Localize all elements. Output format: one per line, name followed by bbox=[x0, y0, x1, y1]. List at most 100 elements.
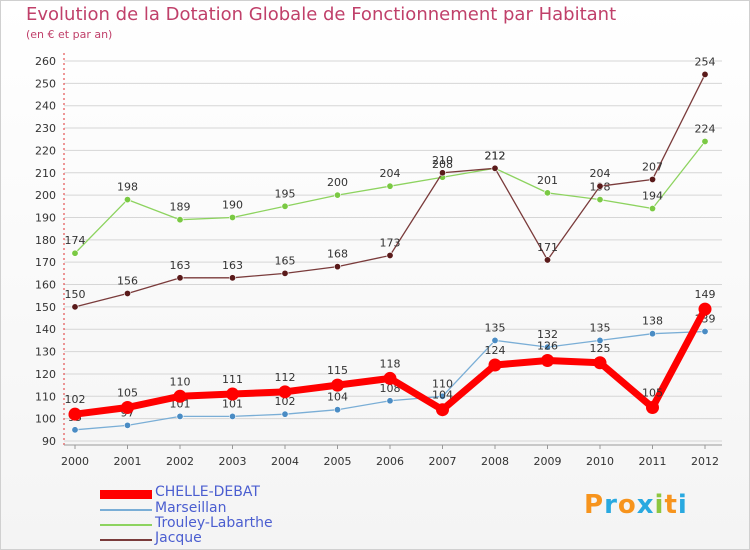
data-label: 254 bbox=[695, 55, 716, 68]
data-point bbox=[281, 202, 289, 210]
y-tick-label: 210 bbox=[35, 167, 56, 180]
x-tick-label: 2006 bbox=[376, 455, 404, 468]
data-label: 174 bbox=[65, 234, 86, 247]
y-tick-label: 150 bbox=[35, 301, 56, 314]
data-point bbox=[68, 407, 82, 421]
legend-label: Trouley-Labarthe bbox=[155, 515, 273, 531]
chart-title: Evolution de la Dotation Globale de Fonc… bbox=[26, 4, 617, 25]
proxiti-logo: Proxiti bbox=[584, 490, 688, 520]
data-label: 110 bbox=[170, 375, 191, 388]
data-label: 224 bbox=[695, 122, 716, 135]
data-label: 198 bbox=[117, 181, 138, 194]
data-label: 189 bbox=[170, 201, 191, 214]
data-label: 212 bbox=[485, 149, 506, 162]
data-point bbox=[124, 289, 132, 297]
y-tick-label: 200 bbox=[35, 189, 56, 202]
data-point bbox=[698, 302, 712, 316]
data-point bbox=[488, 358, 502, 372]
legend-swatch bbox=[100, 509, 152, 511]
data-label: 102 bbox=[275, 395, 296, 408]
x-tick-label: 2000 bbox=[61, 455, 89, 468]
data-label: 104 bbox=[432, 389, 453, 402]
data-point bbox=[71, 303, 79, 311]
data-point bbox=[173, 389, 187, 403]
x-tick-label: 2009 bbox=[534, 455, 562, 468]
y-tick-label: 90 bbox=[42, 435, 56, 448]
data-label: 115 bbox=[327, 364, 348, 377]
data-point bbox=[543, 189, 551, 197]
data-label: 150 bbox=[65, 288, 86, 301]
data-label: 101 bbox=[222, 397, 243, 410]
data-label: 200 bbox=[327, 176, 348, 189]
data-label: 110 bbox=[432, 377, 453, 390]
data-point bbox=[124, 196, 132, 204]
x-tick-label: 2010 bbox=[586, 455, 614, 468]
data-label: 194 bbox=[642, 190, 663, 203]
data-label: 112 bbox=[275, 371, 296, 384]
logo-letter: t bbox=[664, 490, 678, 520]
x-tick-label: 2012 bbox=[691, 455, 719, 468]
data-label: 156 bbox=[117, 274, 138, 287]
data-label: 105 bbox=[642, 386, 663, 399]
legend-swatch bbox=[100, 490, 152, 499]
logo-letter: r bbox=[604, 490, 618, 520]
data-label: 135 bbox=[590, 321, 611, 334]
data-point bbox=[121, 400, 134, 414]
y-tick-label: 260 bbox=[35, 55, 56, 68]
data-point bbox=[436, 403, 449, 417]
x-tick-label: 2002 bbox=[166, 455, 194, 468]
data-point bbox=[646, 400, 659, 414]
data-point bbox=[386, 251, 394, 259]
legend-label: Jacque bbox=[155, 530, 202, 546]
data-point bbox=[438, 392, 446, 400]
data-point bbox=[543, 256, 551, 264]
data-point bbox=[176, 216, 184, 224]
data-label: 190 bbox=[222, 198, 243, 211]
data-point bbox=[383, 371, 397, 385]
data-label: 163 bbox=[222, 259, 243, 272]
legend-label: CHELLE-DEBAT bbox=[155, 484, 260, 500]
data-point bbox=[226, 387, 239, 401]
data-label: 168 bbox=[327, 248, 348, 261]
data-point bbox=[701, 137, 709, 145]
y-tick-label: 240 bbox=[35, 100, 56, 113]
data-point bbox=[229, 274, 237, 282]
y-tick-label: 120 bbox=[35, 368, 56, 381]
y-tick-label: 140 bbox=[35, 323, 56, 336]
data-label: 111 bbox=[222, 373, 243, 386]
data-label: 207 bbox=[642, 160, 663, 173]
logo-letter: x bbox=[636, 490, 655, 520]
data-point bbox=[596, 336, 604, 344]
data-point bbox=[648, 205, 656, 213]
x-tick-label: 2003 bbox=[219, 455, 247, 468]
x-tick-label: 2007 bbox=[429, 455, 457, 468]
data-label: 204 bbox=[590, 167, 611, 180]
data-point bbox=[176, 274, 184, 282]
data-point bbox=[701, 327, 709, 335]
data-label: 208 bbox=[432, 158, 453, 171]
legend-swatch bbox=[100, 539, 152, 541]
data-point bbox=[701, 70, 709, 78]
data-point bbox=[541, 354, 554, 368]
x-tick-label: 2001 bbox=[114, 455, 142, 468]
legend-label: Marseillan bbox=[155, 500, 227, 516]
data-label: 105 bbox=[117, 386, 138, 399]
data-label: 171 bbox=[537, 241, 558, 254]
legend-swatch bbox=[100, 524, 152, 526]
data-label: 165 bbox=[275, 254, 296, 267]
data-point bbox=[333, 191, 341, 199]
data-label: 104 bbox=[327, 391, 348, 404]
y-tick-label: 130 bbox=[35, 346, 56, 359]
data-label: 118 bbox=[380, 357, 401, 370]
data-label: 149 bbox=[695, 288, 716, 301]
data-label: 163 bbox=[170, 259, 191, 272]
x-tick-label: 2005 bbox=[324, 455, 352, 468]
data-point bbox=[386, 182, 394, 190]
y-tick-label: 250 bbox=[35, 77, 56, 90]
data-point bbox=[281, 410, 289, 418]
y-tick-label: 190 bbox=[35, 211, 56, 224]
data-label: 173 bbox=[380, 236, 401, 249]
data-label: 125 bbox=[590, 342, 611, 355]
data-label: 195 bbox=[275, 187, 296, 200]
